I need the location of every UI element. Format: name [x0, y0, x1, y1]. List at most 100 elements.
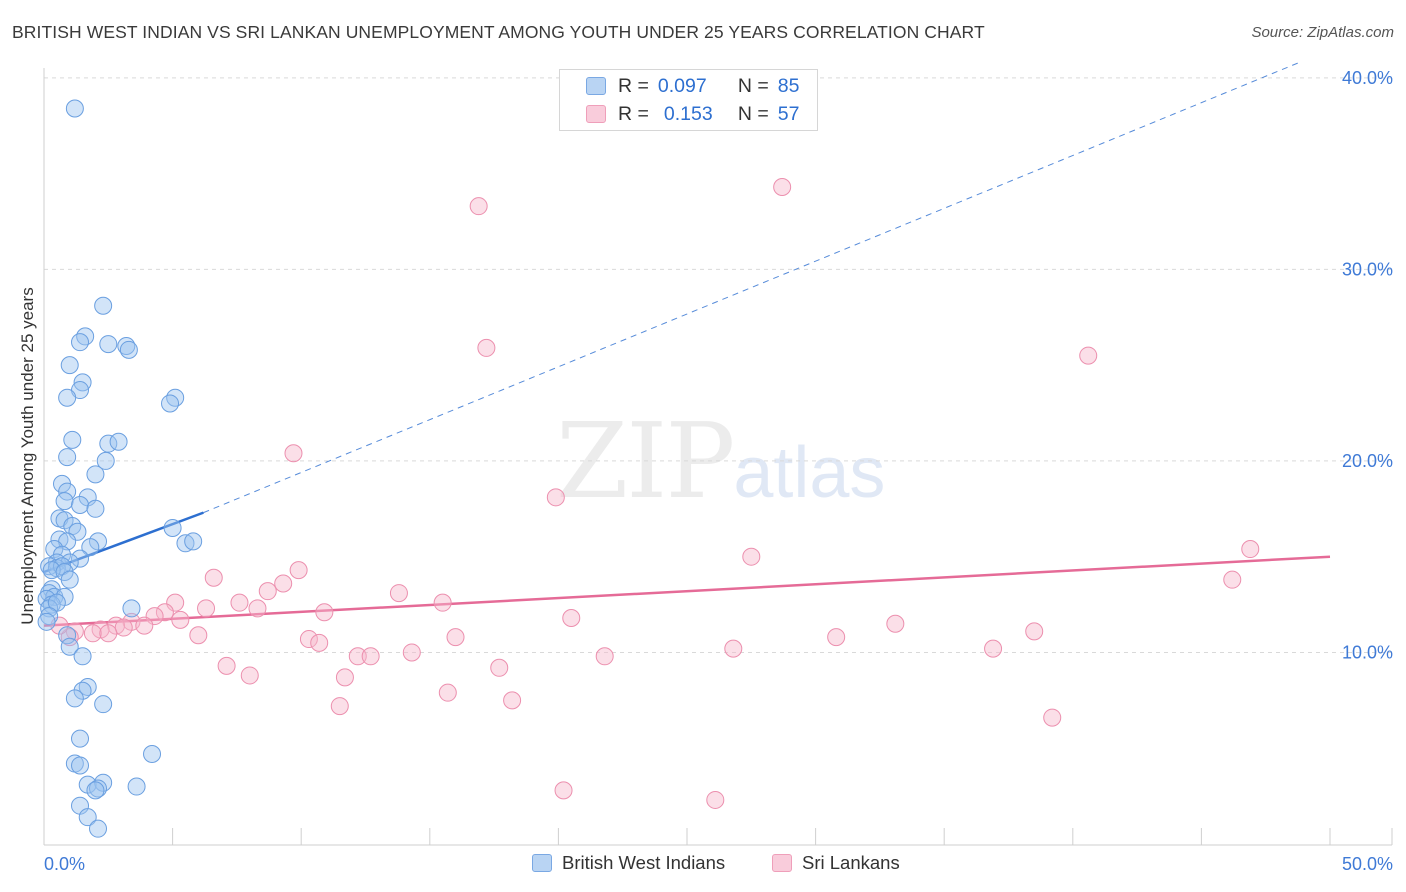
pink-swatch-icon: [586, 105, 606, 123]
data-point-british-west-indians: [58, 448, 77, 467]
data-point-sri-lankans: [171, 610, 190, 629]
data-point-british-west-indians: [78, 808, 97, 827]
data-point-british-west-indians: [86, 781, 105, 800]
legend-row-british-west-indians: R = 0.097 N = 85: [586, 74, 799, 98]
data-point-sri-lankans: [1241, 540, 1260, 559]
data-point-sri-lankans: [284, 444, 303, 463]
data-point-british-west-indians: [65, 689, 84, 708]
data-point-british-west-indians: [71, 756, 90, 775]
data-point-sri-lankans: [1025, 622, 1044, 641]
data-point-sri-lankans: [204, 568, 223, 587]
trend-line-british-west-indians: [43, 62, 1300, 574]
data-point-british-west-indians: [86, 465, 105, 484]
data-point-british-west-indians: [122, 599, 141, 618]
data-point-british-west-indians: [127, 777, 146, 796]
data-point-british-west-indians: [94, 695, 113, 714]
data-point-british-west-indians: [58, 388, 77, 407]
legend-r-value: 0.153: [663, 102, 713, 125]
data-point-sri-lankans: [827, 628, 846, 647]
y-tick-label: 30.0%: [1342, 259, 1393, 279]
data-point-sri-lankans: [60, 628, 79, 647]
data-point-sri-lankans: [438, 683, 457, 702]
legend-r-label: R =: [618, 102, 649, 125]
legend-r-value: 0.097: [657, 74, 707, 97]
correlation-legend: R = 0.097 N = 85 R = 0.153 N = 57: [559, 69, 818, 131]
data-point-british-west-indians: [176, 534, 195, 553]
series-name: British West Indians: [562, 852, 726, 873]
data-point-sri-lankans: [240, 666, 259, 685]
data-point-sri-lankans: [1043, 708, 1062, 727]
data-point-sri-lankans: [706, 790, 725, 809]
data-point-sri-lankans: [433, 593, 452, 612]
data-point-sri-lankans: [389, 584, 408, 603]
data-point-british-west-indians: [89, 819, 108, 838]
data-point-sri-lankans: [886, 614, 905, 633]
legend-n-label: N =: [737, 102, 769, 125]
data-point-british-west-indians: [50, 530, 69, 549]
data-point-sri-lankans: [299, 630, 318, 649]
data-point-sri-lankans: [315, 603, 334, 622]
bottom-legend-sri-lankans: Sri Lankans: [772, 852, 900, 874]
data-point-sri-lankans: [330, 697, 349, 716]
data-point-british-west-indians: [71, 495, 90, 514]
data-point-british-west-indians: [161, 394, 180, 413]
data-point-british-west-indians: [60, 356, 79, 375]
data-point-sri-lankans: [83, 624, 102, 643]
data-point-sri-lankans: [469, 197, 488, 216]
data-point-sri-lankans: [1079, 346, 1098, 365]
legend-n-value: 85: [777, 74, 800, 97]
series-name: Sri Lankans: [802, 852, 900, 873]
tick-labels: 10.0% 20.0% 30.0% 40.0% 0.0% 50.0%: [44, 68, 1393, 874]
data-point-sri-lankans: [310, 633, 329, 652]
watermark-atlas: atlas: [733, 433, 886, 513]
y-tick-label: 10.0%: [1342, 642, 1393, 662]
x-tick-label: 50.0%: [1342, 854, 1393, 874]
bottom-legend-british-west-indians: British West Indians: [532, 852, 725, 874]
data-point-sri-lankans: [230, 593, 249, 612]
blue-swatch-icon: [532, 854, 552, 872]
data-point-british-west-indians: [143, 744, 162, 763]
trend-line-sri-lankans: [43, 555, 1331, 627]
data-point-sri-lankans: [477, 338, 496, 357]
axes: [43, 68, 1393, 846]
data-point-sri-lankans: [274, 574, 293, 593]
data-point-british-west-indians: [71, 729, 90, 748]
data-point-sri-lankans: [217, 656, 236, 675]
data-point-sri-lankans: [724, 639, 743, 658]
data-point-sri-lankans: [546, 488, 565, 507]
data-point-british-west-indians: [63, 430, 82, 449]
data-point-british-west-indians: [81, 538, 100, 557]
data-point-sri-lankans: [114, 618, 133, 637]
legend-n-value: 57: [777, 102, 800, 125]
data-point-british-west-indians: [60, 637, 79, 656]
data-point-british-west-indians: [163, 518, 182, 537]
data-point-sri-lankans: [335, 668, 354, 687]
blue-swatch-icon: [586, 77, 606, 95]
data-point-british-west-indians: [119, 340, 138, 359]
data-point-british-west-indians: [94, 296, 113, 315]
trend-line-solid: [43, 511, 204, 574]
data-point-sri-lankans: [554, 781, 573, 800]
legend-row-sri-lankans: R = 0.153 N = 57: [586, 102, 799, 126]
source-credit: Source: ZipAtlas.com: [1251, 24, 1394, 41]
data-point-sri-lankans: [402, 643, 421, 662]
data-point-british-west-indians: [73, 647, 92, 666]
data-point-british-west-indians: [71, 549, 90, 568]
data-point-sri-lankans: [1223, 570, 1242, 589]
points-british-west-indians: [37, 99, 203, 838]
data-point-british-west-indians: [37, 612, 56, 631]
data-point-british-west-indians: [47, 593, 66, 612]
data-point-british-west-indians: [60, 570, 79, 589]
legend-r-label: R =: [618, 74, 649, 97]
data-point-british-west-indians: [96, 451, 115, 470]
data-point-british-west-indians: [86, 499, 105, 518]
gridlines: [44, 77, 1392, 653]
data-point-sri-lankans: [446, 628, 465, 647]
data-point-sri-lankans: [595, 647, 614, 666]
data-point-sri-lankans: [742, 547, 761, 566]
data-point-sri-lankans: [99, 624, 118, 643]
data-point-british-west-indians: [184, 532, 203, 551]
y-tick-label: 40.0%: [1342, 68, 1393, 88]
data-point-british-west-indians: [76, 327, 95, 346]
legend-n-label: N =: [737, 74, 769, 97]
